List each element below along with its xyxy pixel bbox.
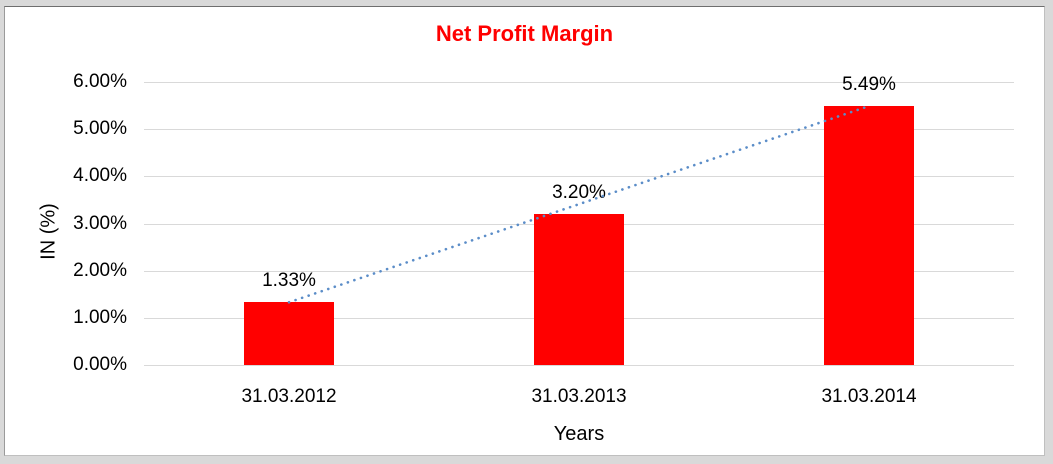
chart-frame: Net Profit Margin 0.00% 1.00% 2.00% 3.00% 4.… (4, 6, 1045, 456)
y-gridline (144, 82, 1014, 83)
bar-data-label: 3.20% (552, 182, 606, 204)
x-axis-title: Years (553, 423, 605, 445)
bar-31.03.2013 (534, 214, 624, 365)
x-tick-label: 31.03.2014 (821, 386, 917, 407)
y-axis-title: IN (%) (37, 203, 60, 260)
bar-data-label: 1.33% (262, 270, 316, 292)
y-tick-label: 0.00% (73, 354, 127, 375)
bar-data-label: 5.49% (842, 74, 896, 96)
y-tick-label: 5.00% (73, 118, 127, 140)
bar-31.03.2012 (244, 302, 334, 365)
y-tick-label: 6.00% (73, 71, 127, 92)
y-tick-label: 3.00% (73, 212, 127, 234)
bar-31.03.2014 (824, 106, 914, 365)
y-gridline (144, 365, 1014, 366)
y-tick-label: 2.00% (73, 259, 127, 281)
y-tick-label: 1.00% (73, 306, 127, 328)
y-tick-label: 4.00% (73, 165, 127, 187)
x-tick-label: 31.03.2012 (241, 386, 337, 407)
x-tick-label: 31.03.2013 (531, 386, 627, 407)
chart-title: Net Profit Margin (435, 21, 614, 46)
